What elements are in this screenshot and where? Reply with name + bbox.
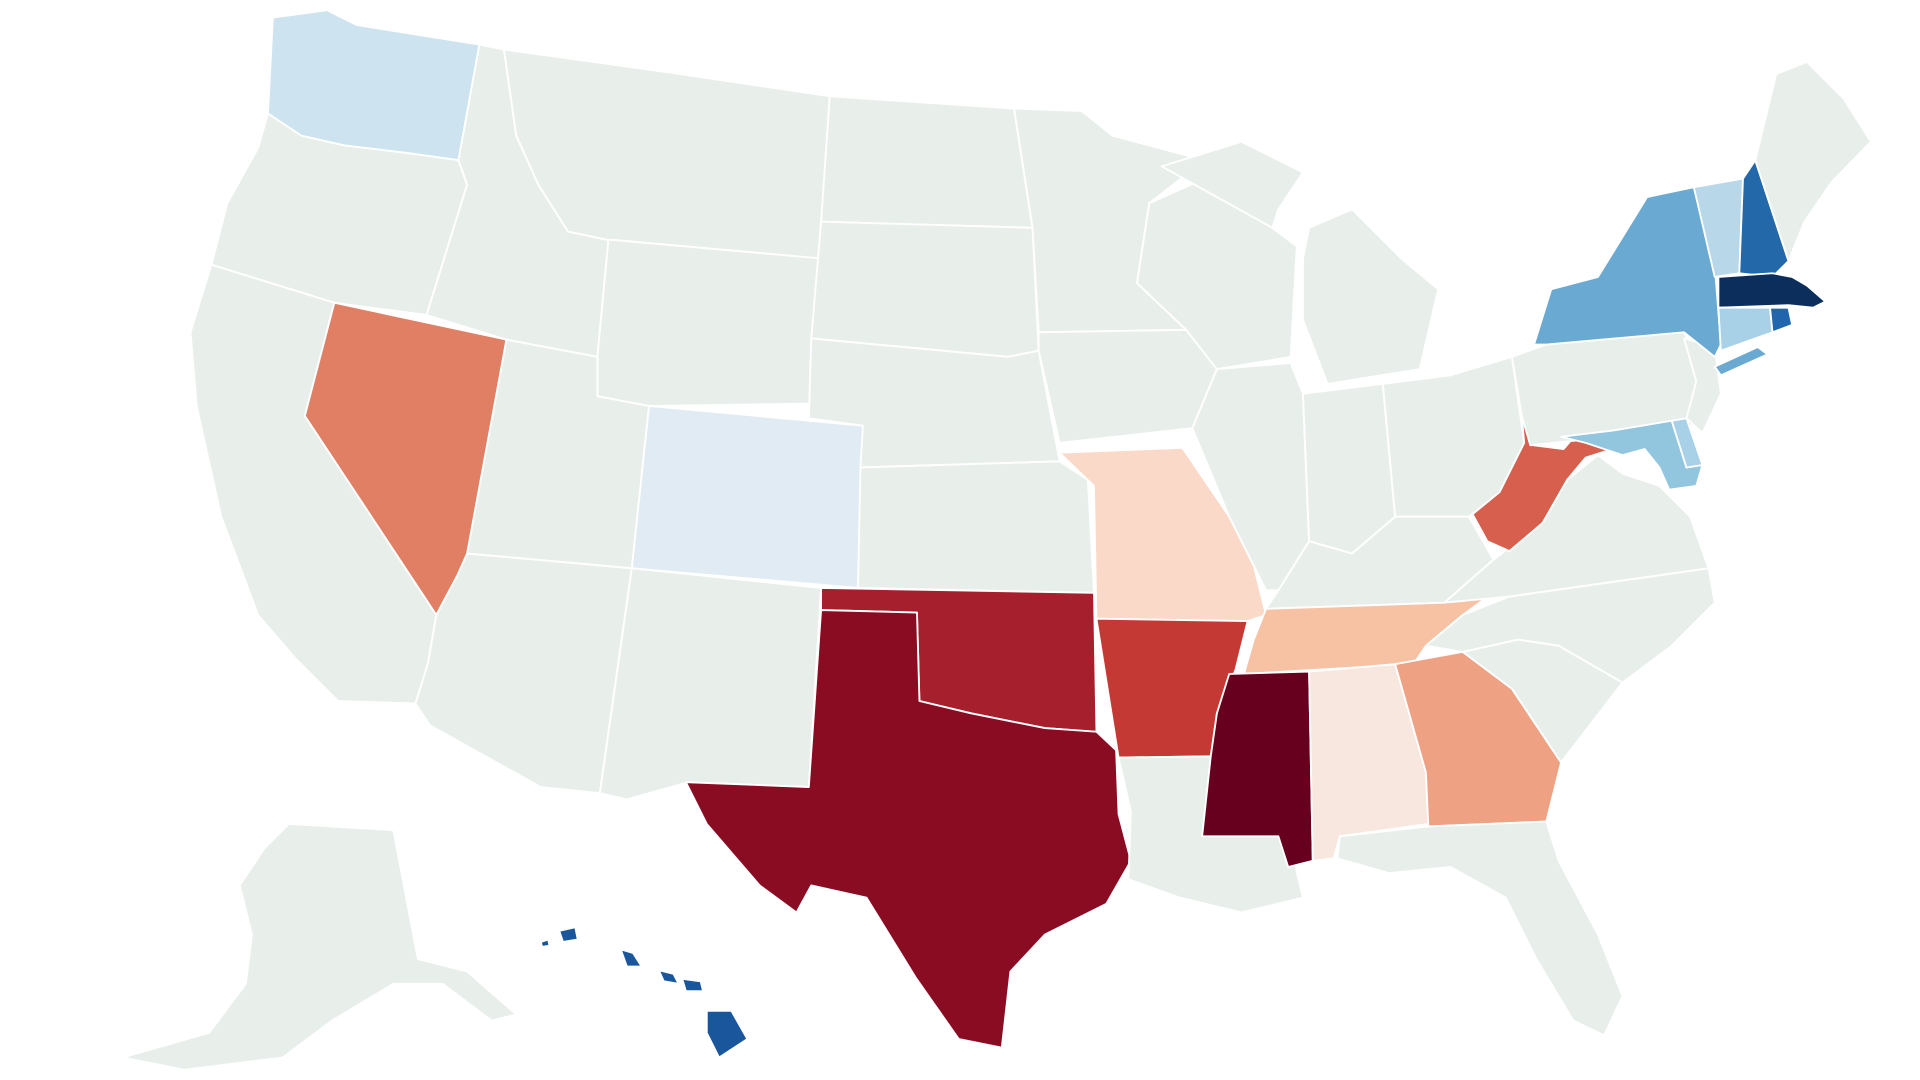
state-michigan[interactable] [1160,140,1440,385]
state-delaware[interactable] [1670,417,1704,469]
state-florida[interactable] [1336,820,1624,1037]
state-hawaii[interactable] [539,926,749,1059]
state-wyoming[interactable] [596,239,823,407]
state-colorado[interactable] [630,405,864,589]
state-maine[interactable] [1754,60,1872,262]
state-maryland[interactable] [1560,419,1704,491]
state-north-carolina[interactable] [1424,567,1716,684]
state-iowa[interactable] [1037,328,1218,444]
state-rhode-island[interactable] [1769,306,1794,334]
state-south-dakota[interactable] [810,220,1040,358]
state-connecticut[interactable] [1717,306,1774,352]
state-alaska[interactable] [121,823,518,1071]
state-new-hampshire[interactable] [1738,159,1790,278]
state-massachusetts[interactable] [1717,272,1827,309]
state-kansas[interactable] [857,460,1095,594]
state-north-dakota[interactable] [820,95,1034,229]
state-texas[interactable] [684,609,1132,1049]
state-new-mexico[interactable] [598,567,823,801]
